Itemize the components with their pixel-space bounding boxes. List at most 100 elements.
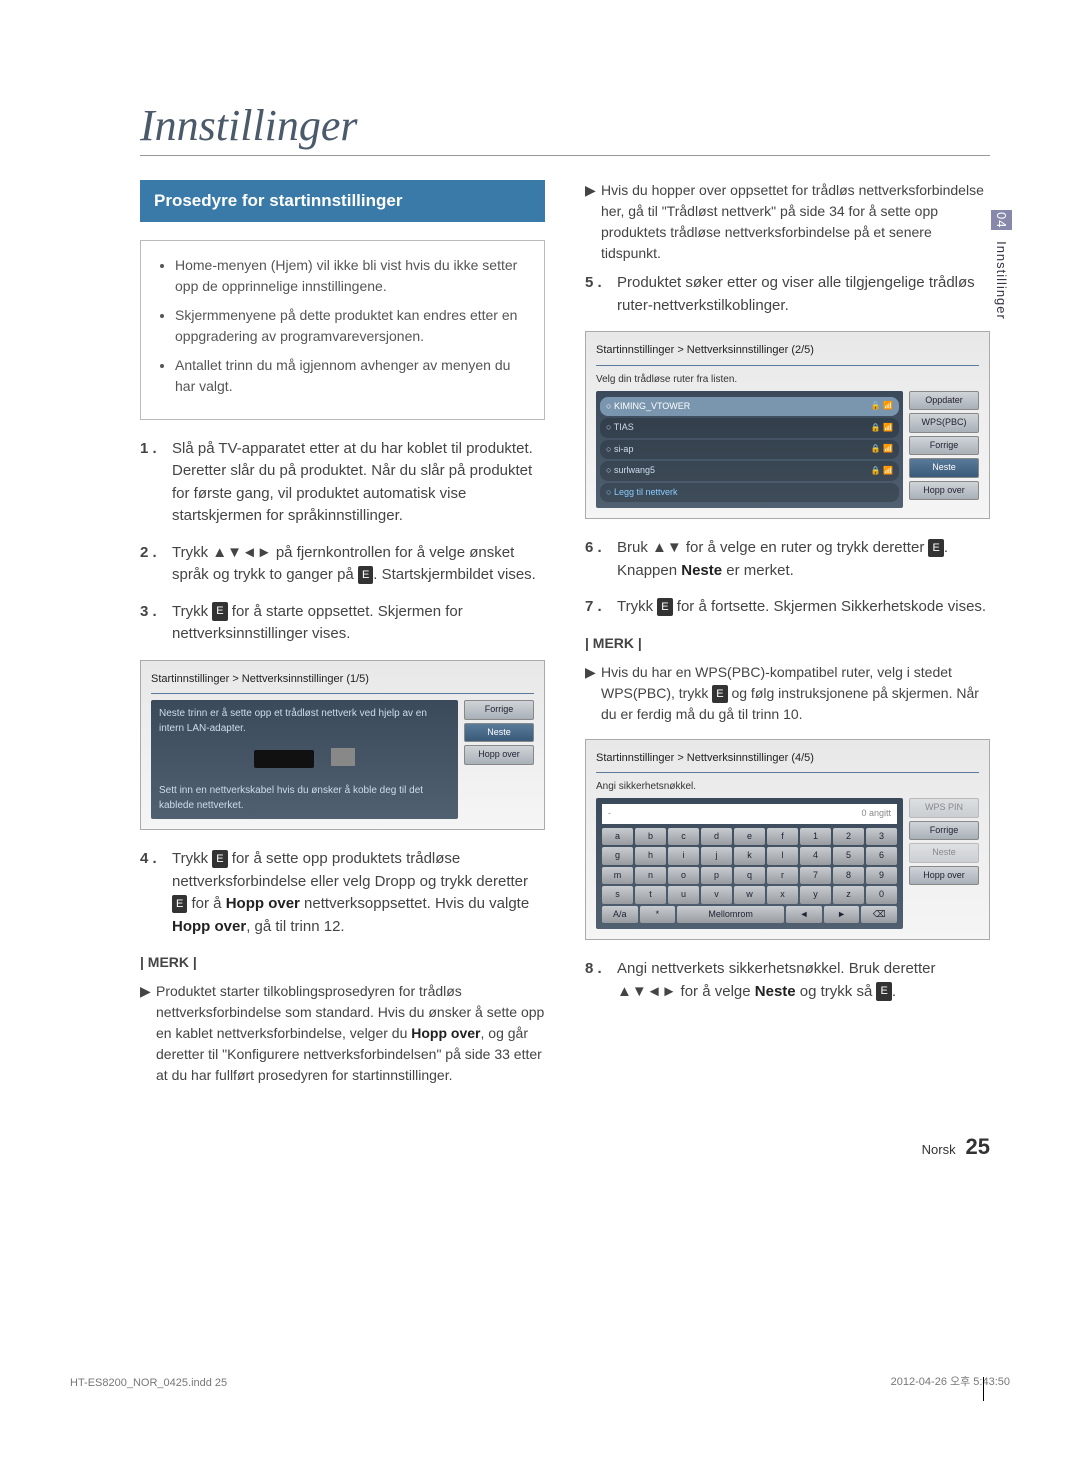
kb-key[interactable]: c (668, 828, 699, 846)
kb-key[interactable]: v (701, 886, 732, 904)
network-row[interactable]: ○ si-ap🔒 📶 (600, 440, 899, 460)
sc-forrige-button[interactable]: Forrige (909, 821, 979, 841)
step-text: Produktet søker etter og viser alle tilg… (617, 272, 990, 317)
sc-text: Neste trinn er å sette opp et trådløst n… (159, 706, 450, 736)
screenshot-network-4: Startinnstillinger > Nettverksinnstillin… (585, 739, 990, 941)
kb-backspace-key[interactable]: ⌫ (861, 906, 897, 924)
kb-key[interactable]: m (602, 867, 633, 885)
kb-key[interactable]: 9 (866, 867, 897, 885)
screenshot-network-1: Startinnstillinger > Nettverksinnstillin… (140, 660, 545, 831)
crop-tick (983, 1377, 984, 1401)
kb-key[interactable]: g (602, 847, 633, 865)
kb-key[interactable]: 3 (866, 828, 897, 846)
kb-key[interactable]: f (767, 828, 798, 846)
sc-subtitle: Angi sikkerhetsnøkkel. (596, 779, 979, 794)
kb-shift-key[interactable]: A/a (602, 906, 638, 924)
info-item: Skjermmenyene på dette produktet kan end… (175, 305, 528, 347)
note-arrow-icon: ▶ (140, 981, 156, 1086)
kb-key[interactable]: x (767, 886, 798, 904)
sc-wpspin-button[interactable]: WPS PIN (909, 798, 979, 818)
sc-neste-button[interactable]: Neste (909, 458, 979, 478)
signal-icon: 🔒 📶 (871, 422, 893, 434)
kb-key[interactable]: 7 (800, 867, 831, 885)
kb-symbol-key[interactable]: * (640, 906, 676, 924)
step-3: 3 . Trykk E for å starte oppsettet. Skje… (140, 601, 545, 646)
step-text: Trykk ▲▼◄► på fjernkontrollen for å velg… (172, 542, 545, 587)
step-5: 5 . Produktet søker etter og viser alle … (585, 272, 990, 317)
security-key-input[interactable]: -0 angitt (602, 804, 897, 824)
kb-key[interactable]: p (701, 867, 732, 885)
kb-right-key[interactable]: ► (824, 906, 860, 924)
kb-key[interactable]: e (734, 828, 765, 846)
signal-icon: 🔒 📶 (871, 443, 893, 455)
kb-key[interactable]: q (734, 867, 765, 885)
sc-hopp-over-button[interactable]: Hopp over (909, 481, 979, 501)
sc-text: Sett inn en nettverkskabel hvis du ønske… (159, 783, 450, 813)
kb-key[interactable]: y (800, 886, 831, 904)
sc-oppdater-button[interactable]: Oppdater (909, 391, 979, 411)
step-7: 7 . Trykk E for å fortsette. Skjermen Si… (585, 596, 990, 619)
section-header: Prosedyre for startinnstillinger (140, 180, 545, 222)
step-number: 2 . (140, 542, 172, 587)
kb-key[interactable]: 6 (866, 847, 897, 865)
sc-wps-button[interactable]: WPS(PBC) (909, 413, 979, 433)
kb-key[interactable]: s (602, 886, 633, 904)
note-item: ▶ Hvis du hopper over oppsettet for tråd… (585, 180, 990, 264)
kb-key[interactable]: b (635, 828, 666, 846)
note-text: Produktet starter tilkoblingsprosedyren … (156, 981, 545, 1086)
left-column: Prosedyre for startinnstillinger Home-me… (140, 180, 545, 1094)
kb-key[interactable]: w (734, 886, 765, 904)
screenshot-network-2: Startinnstillinger > Nettverksinnstillin… (585, 331, 990, 519)
network-row[interactable]: ○ KIMING_VTOWER🔒 📶 (600, 397, 899, 417)
sc-neste-button[interactable]: Neste (464, 723, 534, 743)
kb-key[interactable]: 4 (800, 847, 831, 865)
sc-hopp-over-button[interactable]: Hopp over (464, 745, 534, 765)
kb-key[interactable]: 2 (833, 828, 864, 846)
step-number: 5 . (585, 272, 617, 317)
crop-mark-left: HT-ES8200_NOR_0425.indd 25 (70, 1377, 227, 1389)
enter-icon: E (876, 982, 891, 1001)
kb-key[interactable]: j (701, 847, 732, 865)
kb-space-key[interactable]: Mellomrom (677, 906, 784, 924)
kb-key[interactable]: i (668, 847, 699, 865)
footer-lang: Norsk (922, 1142, 956, 1157)
note-arrow-icon: ▶ (585, 662, 601, 725)
kb-key[interactable]: k (734, 847, 765, 865)
kb-key[interactable]: n (635, 867, 666, 885)
kb-key[interactable]: 0 (866, 886, 897, 904)
step-1: 1 . Slå på TV-apparatet etter at du har … (140, 438, 545, 528)
kb-key[interactable]: h (635, 847, 666, 865)
footer-page-number: 25 (966, 1134, 990, 1159)
kb-key[interactable]: z (833, 886, 864, 904)
network-row[interactable]: ○ TIAS🔒 📶 (600, 418, 899, 438)
kb-key[interactable]: 8 (833, 867, 864, 885)
sc-hopp-over-button[interactable]: Hopp over (909, 866, 979, 886)
crop-mark-right: 2012-04-26 오후 5:43:50 (891, 1373, 1010, 1389)
kb-key[interactable]: d (701, 828, 732, 846)
enter-icon: E (712, 685, 727, 704)
kb-key[interactable]: l (767, 847, 798, 865)
sc-breadcrumb: Startinnstillinger > Nettverksinnstillin… (596, 342, 979, 359)
signal-icon: 🔒 📶 (871, 400, 893, 412)
right-column: ▶ Hvis du hopper over oppsettet for tråd… (585, 180, 990, 1094)
kb-left-key[interactable]: ◄ (786, 906, 822, 924)
enter-icon: E (657, 598, 672, 617)
enter-icon: E (928, 539, 943, 558)
kb-key[interactable]: o (668, 867, 699, 885)
step-number: 8 . (585, 958, 617, 1003)
network-row[interactable]: ○ surlwang5🔒 📶 (600, 461, 899, 481)
sc-forrige-button[interactable]: Forrige (464, 700, 534, 720)
kb-key[interactable]: u (668, 886, 699, 904)
sc-forrige-button[interactable]: Forrige (909, 436, 979, 456)
sc-subtitle: Velg din trådløse ruter fra listen. (596, 372, 979, 387)
kb-key[interactable]: r (767, 867, 798, 885)
kb-key[interactable]: 1 (800, 828, 831, 846)
note-item: ▶ Produktet starter tilkoblingsprosedyre… (140, 981, 545, 1086)
step-number: 4 . (140, 848, 172, 938)
network-add[interactable]: ○ Legg til nettverk (600, 483, 899, 503)
kb-key[interactable]: t (635, 886, 666, 904)
step-text: Trykk E for å sette opp produktets trådl… (172, 848, 545, 938)
sc-neste-button[interactable]: Neste (909, 843, 979, 863)
kb-key[interactable]: a (602, 828, 633, 846)
kb-key[interactable]: 5 (833, 847, 864, 865)
